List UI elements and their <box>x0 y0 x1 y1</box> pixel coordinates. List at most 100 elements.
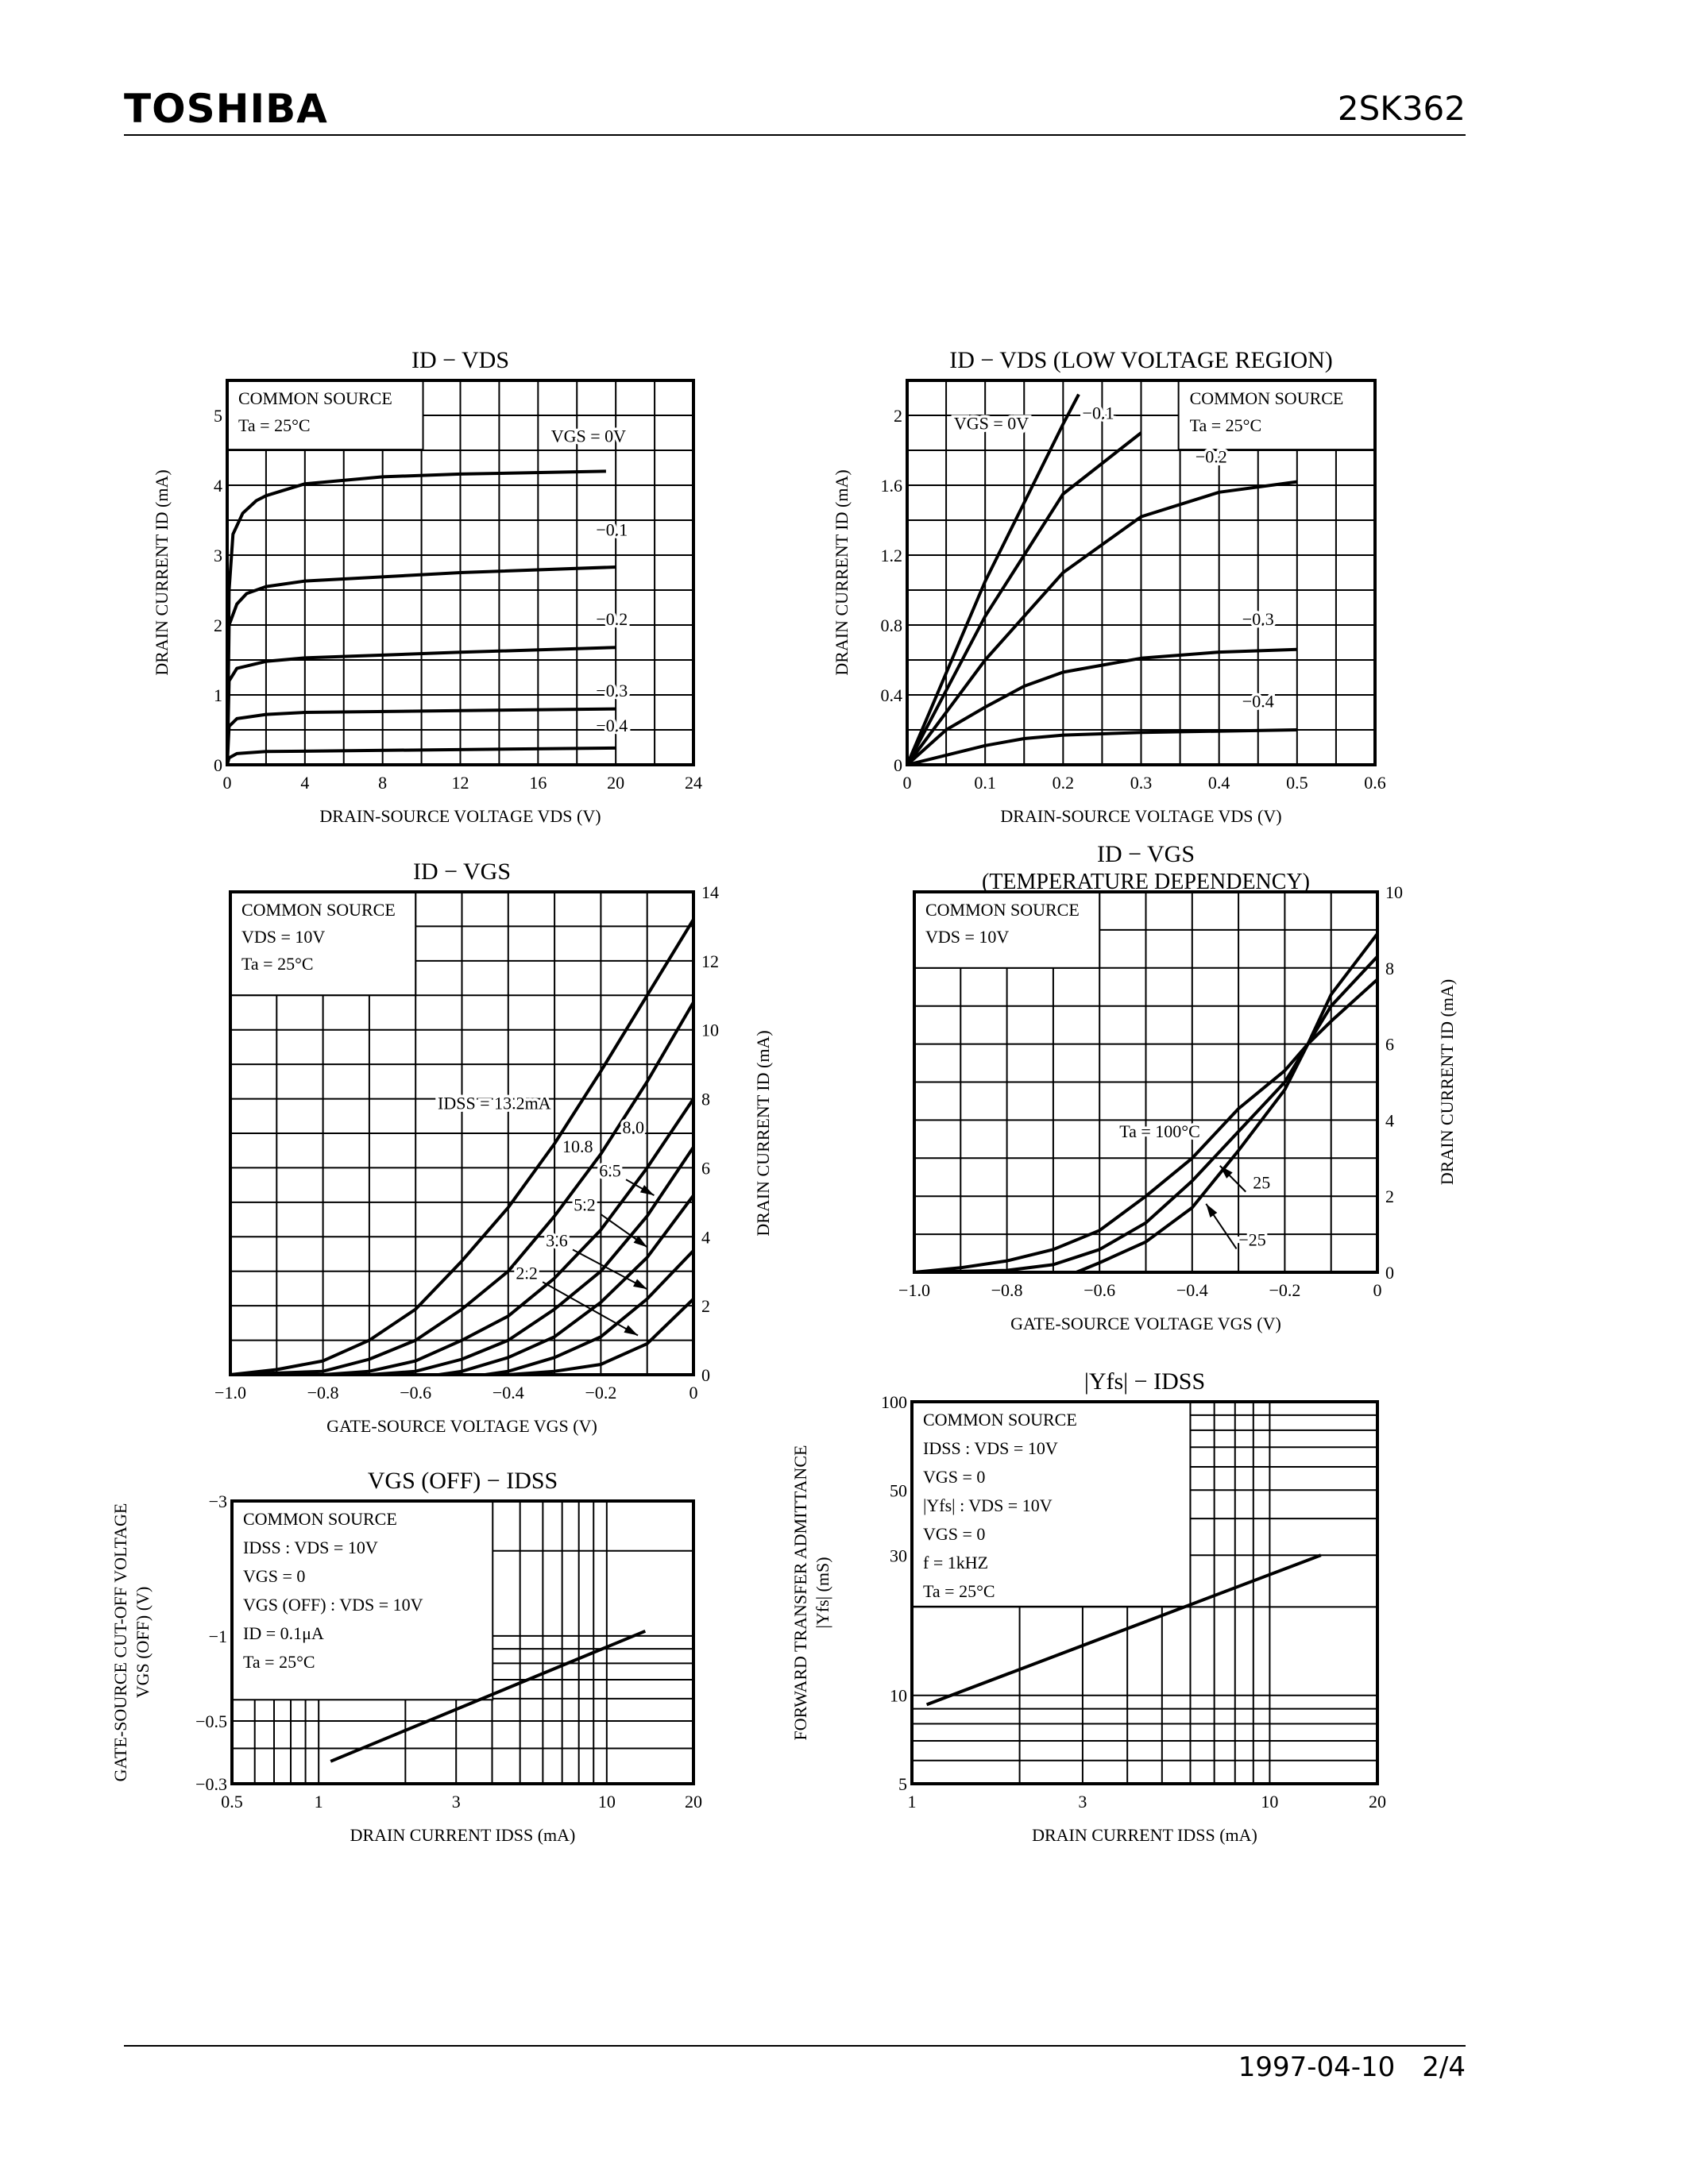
x-tick-label: −0.8 <box>307 1383 339 1403</box>
chart-title: |Yfs| − IDSS <box>1084 1368 1205 1395</box>
series-label: 10.8 <box>562 1136 593 1156</box>
chart-title: ID − VDS (LOW VOLTAGE REGION) <box>949 347 1333 373</box>
chart-subtitle: (TEMPERATURE DEPENDENCY) <box>982 870 1310 894</box>
y-tick-label: 2 <box>701 1296 710 1316</box>
y-tick-label: 1.6 <box>881 476 903 496</box>
x-tick-label: −0.2 <box>1269 1280 1300 1300</box>
legend-line: Ta = 25°C <box>238 415 311 435</box>
legend-line: COMMON SOURCE <box>243 1509 397 1529</box>
series-label: IDSS = 13.2mA <box>438 1094 551 1113</box>
legend-line: VGS = 0 <box>923 1524 985 1544</box>
part-number: 2SK362 <box>1337 89 1466 128</box>
x-tick-label: 1 <box>315 1792 323 1812</box>
series-line-3 <box>906 480 1298 766</box>
series-line-1 <box>230 918 695 1376</box>
legend-line: VGS = 0 <box>243 1566 305 1586</box>
plot-frame <box>230 1499 695 1785</box>
y-tick-label: −1 <box>209 1626 227 1646</box>
x-tick-label: 0.3 <box>1130 773 1153 793</box>
x-axis-label: DRAIN-SOURCE VOLTAGE VDS (V) <box>319 806 601 826</box>
x-tick-label: 0 <box>223 773 232 793</box>
legend-line: COMMON SOURCE <box>925 900 1080 920</box>
x-tick-label: 20 <box>607 773 624 793</box>
x-tick-label: 3 <box>452 1792 461 1812</box>
chart-5: COMMON SOURCE IDSS : VDS = 10V VGS = 0 VGS… <box>110 1468 702 1845</box>
y-tick-label: 6 <box>701 1158 710 1178</box>
footer-page: 2/4 <box>1422 2051 1466 2083</box>
x-axis-label: DRAIN CURRENT IDSS (mA) <box>1032 1825 1257 1845</box>
footer-rule <box>124 2045 1466 2047</box>
y-tick-label: 4 <box>701 1227 710 1247</box>
x-axis-label: GATE-SOURCE VOLTAGE VGS (V) <box>1010 1314 1281 1333</box>
legend-line: VGS = 0 <box>923 1467 985 1487</box>
x-tick-label: −0.4 <box>492 1383 524 1403</box>
series-line-2 <box>230 1001 695 1376</box>
series-line-3 <box>226 646 616 766</box>
y-tick-label: 0 <box>1385 1263 1394 1283</box>
plot-frame <box>226 379 695 766</box>
series-line-4 <box>906 647 1297 766</box>
y-tick-label: 0 <box>894 755 902 775</box>
legend-box <box>1177 380 1376 451</box>
x-tick-label: 20 <box>1369 1792 1386 1812</box>
series-line-5 <box>906 728 1297 766</box>
legend-box <box>914 891 1101 969</box>
y-tick-label: 14 <box>701 882 719 902</box>
chart-2: COMMON SOURCE Ta = 25°C VGS = 0V −0.1 −0.2 −0… <box>832 347 1386 826</box>
chart-title: ID − VGS <box>413 859 511 885</box>
series-line-2 <box>226 565 616 766</box>
y-axis-label: DRAIN CURRENT ID (mA) <box>152 469 172 675</box>
series-label: −0.1 <box>596 519 628 539</box>
series-line-1 <box>226 469 606 766</box>
series-label: −0.2 <box>1196 446 1227 466</box>
plot-frame <box>906 379 1377 766</box>
chart-4: COMMON SOURCE VDS = 10V Ta = 100°C 25 −25 −1.… <box>898 841 1457 1333</box>
y-tick-label: 1.2 <box>881 546 903 565</box>
series-line-1 <box>925 1553 1322 1707</box>
chart-6: COMMON SOURCE IDSS : VDS = 10V VGS = 0 |Yf… <box>790 1368 1386 1845</box>
x-tick-label: −1.0 <box>898 1280 930 1300</box>
series-line-6 <box>485 1249 695 1376</box>
x-tick-label: 0.4 <box>1208 773 1230 793</box>
x-tick-label: 0.5 <box>221 1792 243 1812</box>
series-label: 8.0 <box>622 1117 644 1137</box>
chart-title: ID − VDS <box>411 347 509 373</box>
y-tick-label: 2 <box>1385 1187 1394 1206</box>
series-label: VGS = 0V <box>551 426 626 446</box>
legend-line: VGS (OFF) : VDS = 10V <box>243 1595 423 1615</box>
header-rule <box>124 134 1466 136</box>
legend-line: IDSS : VDS = 10V <box>243 1538 378 1557</box>
x-axis-label: DRAIN-SOURCE VOLTAGE VDS (V) <box>1000 806 1281 826</box>
legend-line: ID = 0.1μA <box>243 1623 324 1643</box>
x-tick-label: 0.6 <box>1364 773 1386 793</box>
x-tick-label: 0.2 <box>1053 773 1075 793</box>
toshiba-logo: TOSHIBA <box>124 86 328 132</box>
y-tick-label: 0 <box>701 1365 710 1385</box>
x-tick-label: −0.8 <box>991 1280 1023 1300</box>
series-line-4 <box>226 707 616 766</box>
y-tick-label: 12 <box>701 951 719 971</box>
x-axis-label: GATE-SOURCE VOLTAGE VGS (V) <box>326 1416 597 1436</box>
legend-line: VDS = 10V <box>925 927 1009 947</box>
plot-frame <box>229 890 695 1376</box>
y-tick-label: 30 <box>890 1545 907 1565</box>
chart-3: COMMON SOURCE VDS = 10V Ta = 25°C IDSS = 13… <box>214 859 773 1436</box>
y-tick-label: 10 <box>890 1686 907 1706</box>
y-tick-label: 2 <box>214 615 222 635</box>
legend-line: COMMON SOURCE <box>1190 388 1344 408</box>
series-label: VGS = 0V <box>954 414 1029 434</box>
x-tick-label: 24 <box>685 773 702 793</box>
legend-line: Ta = 25°C <box>243 1652 315 1672</box>
chart-1: COMMON SOURCE Ta = 25°C VGS = 0V −0.1 −0.2 −0… <box>152 347 702 826</box>
x-tick-label: 0 <box>903 773 912 793</box>
y-tick-label: −0.3 <box>195 1774 227 1794</box>
series-label: −0.3 <box>1242 609 1274 629</box>
y-tick-label: 2 <box>894 406 902 426</box>
arrow-head-icon <box>1206 1203 1218 1218</box>
series-line-5 <box>438 1194 695 1376</box>
x-tick-label: 10 <box>1261 1792 1278 1812</box>
series-label: −25 <box>1238 1229 1265 1249</box>
y-axis-label: GATE-SOURCE CUT-OFF VOLTAGE <box>110 1503 130 1782</box>
legend-line: COMMON SOURCE <box>923 1410 1077 1430</box>
